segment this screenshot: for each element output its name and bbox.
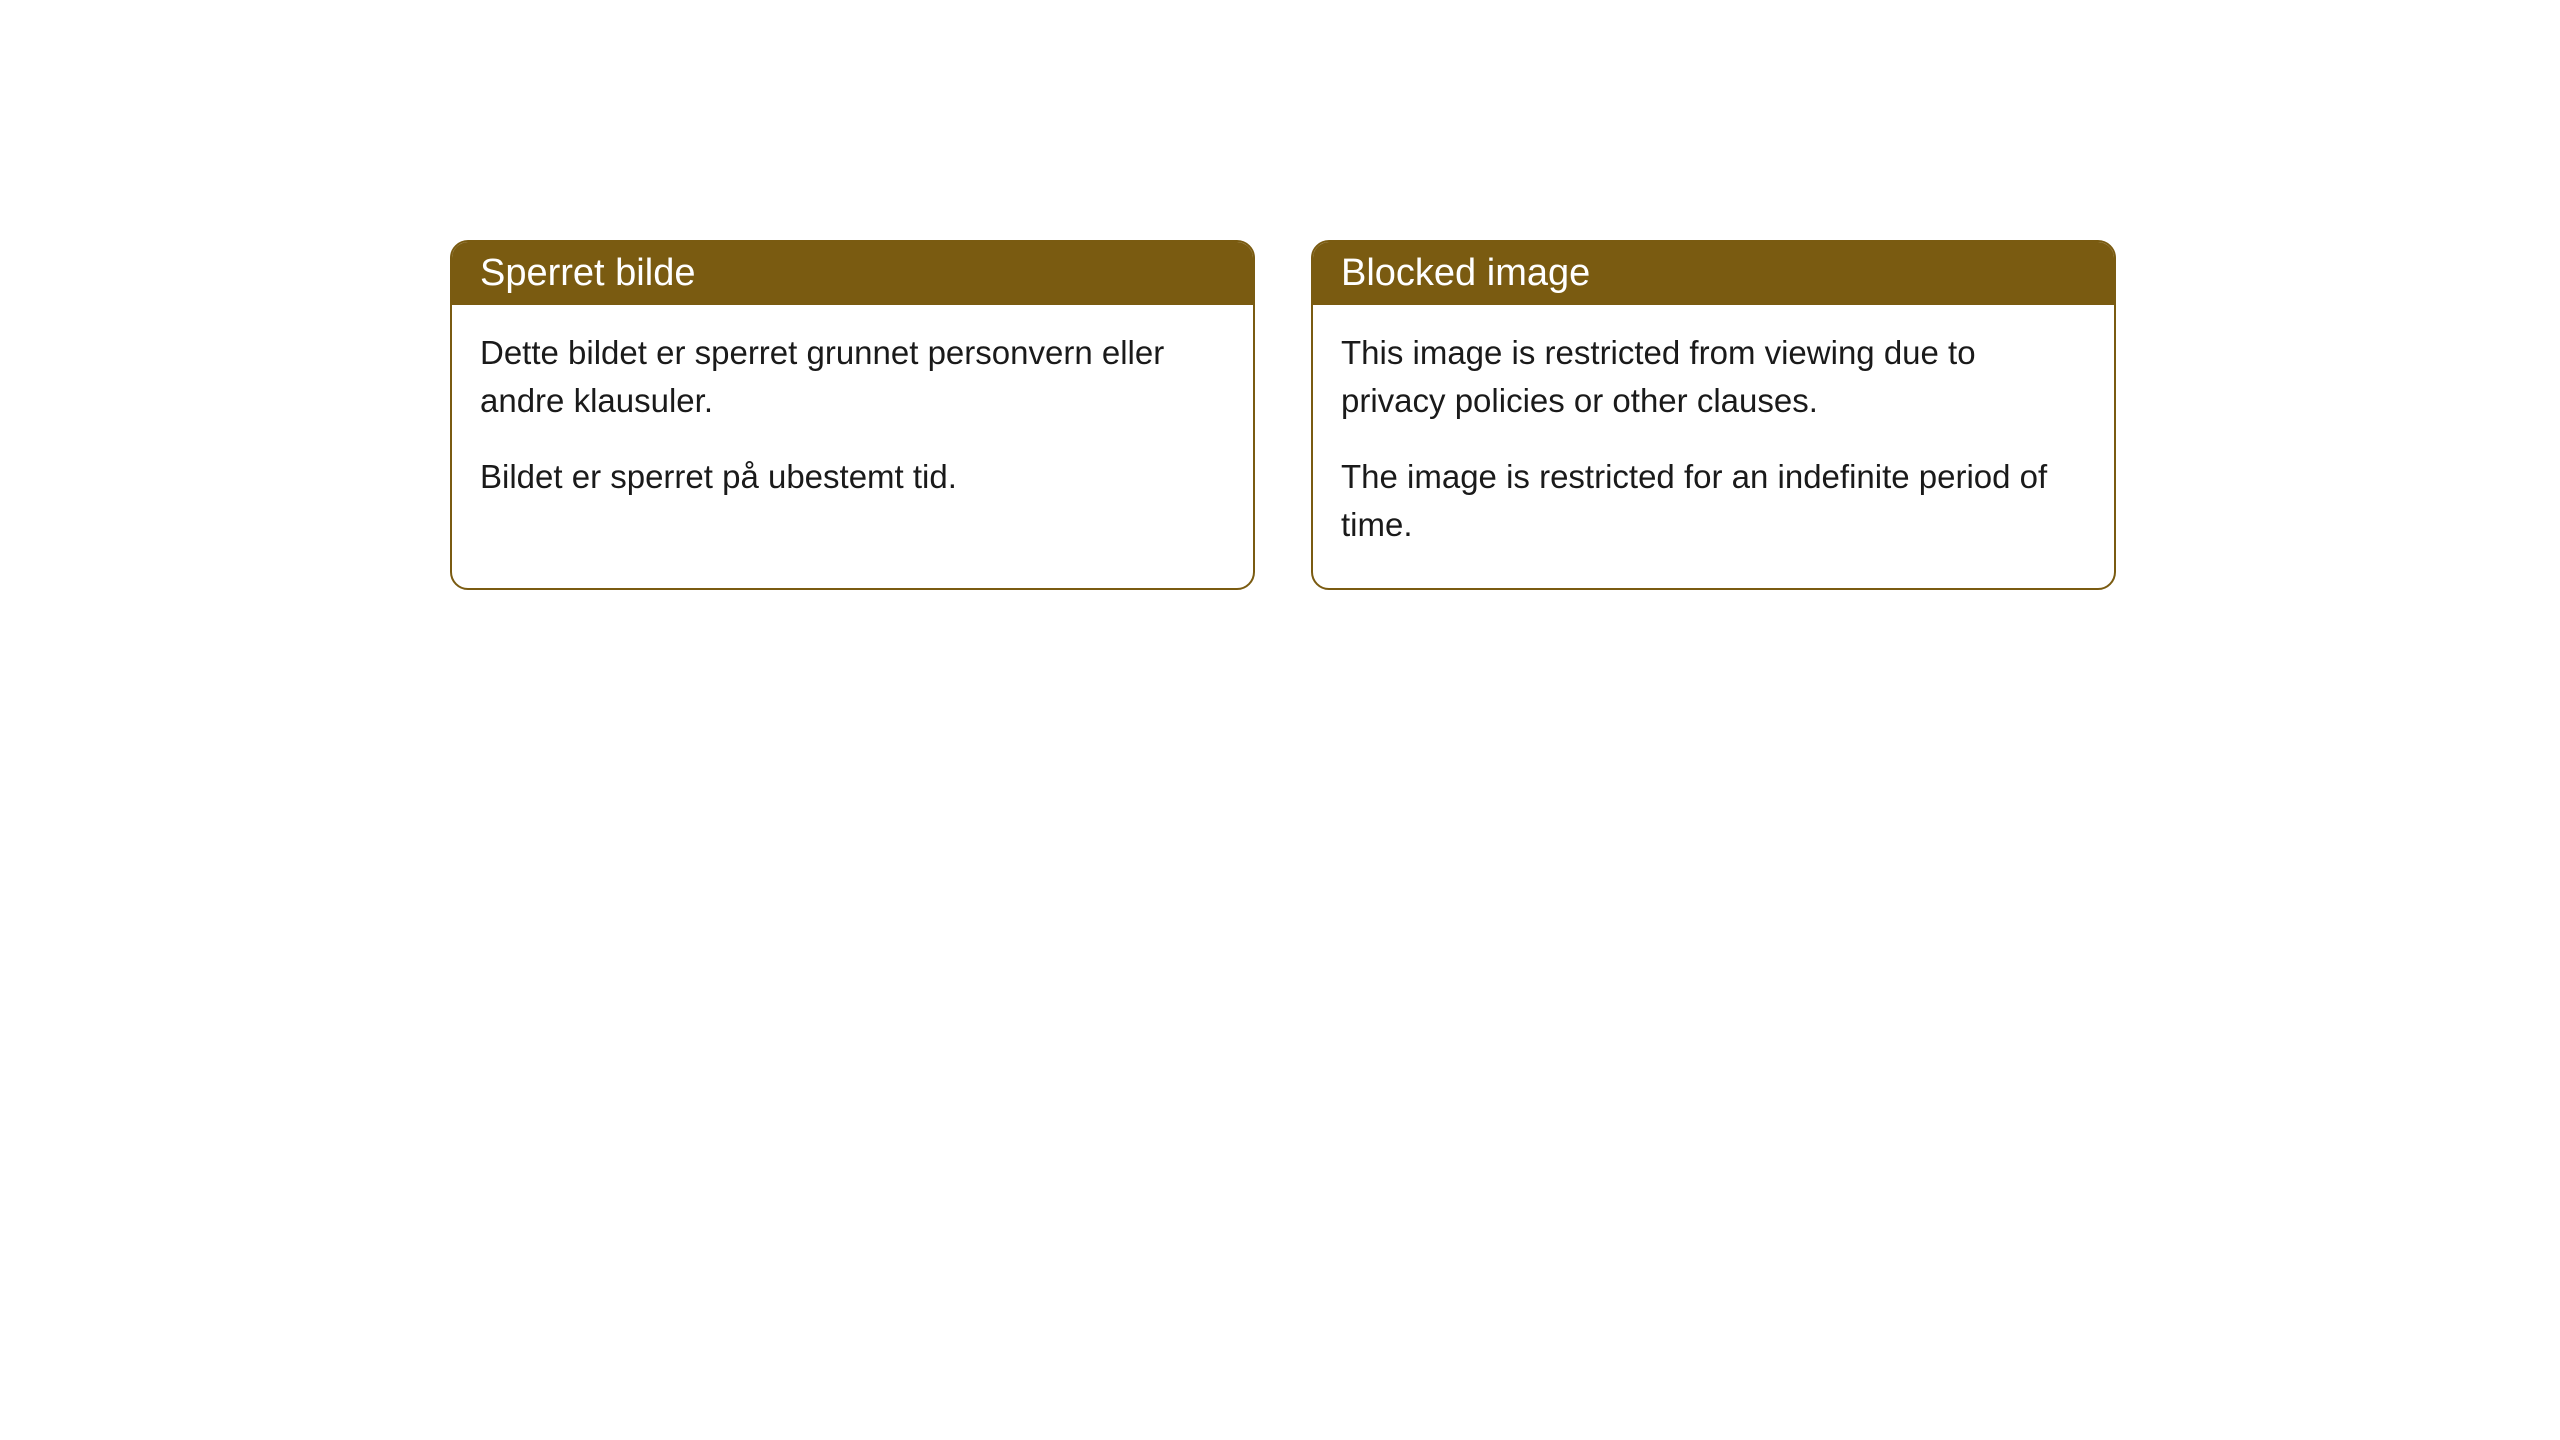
card-container: Sperret bilde Dette bildet er sperret gr… <box>450 240 2116 590</box>
card-title-en: Blocked image <box>1341 252 1590 294</box>
blocked-image-card-en: Blocked image This image is restricted f… <box>1311 240 2116 590</box>
card-body-no: Dette bildet er sperret grunnet personve… <box>452 305 1253 541</box>
card-title-no: Sperret bilde <box>480 252 695 294</box>
card-text-en-2: The image is restricted for an indefinit… <box>1341 453 2086 549</box>
card-text-en-1: This image is restricted from viewing du… <box>1341 329 2086 425</box>
card-header-no: Sperret bilde <box>452 242 1253 305</box>
card-text-no-1: Dette bildet er sperret grunnet personve… <box>480 329 1225 425</box>
card-text-no-2: Bildet er sperret på ubestemt tid. <box>480 453 1225 501</box>
card-header-en: Blocked image <box>1313 242 2114 305</box>
card-body-en: This image is restricted from viewing du… <box>1313 305 2114 588</box>
blocked-image-card-no: Sperret bilde Dette bildet er sperret gr… <box>450 240 1255 590</box>
